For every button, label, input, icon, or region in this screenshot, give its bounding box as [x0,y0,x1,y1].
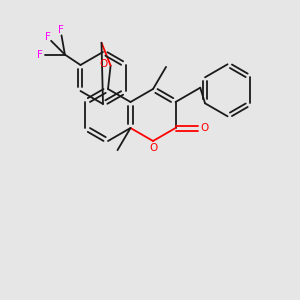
Text: F: F [45,32,50,42]
Text: O: O [100,58,108,69]
Text: F: F [38,50,43,60]
Text: F: F [58,26,64,35]
Text: O: O [149,143,157,153]
Text: O: O [200,123,209,133]
